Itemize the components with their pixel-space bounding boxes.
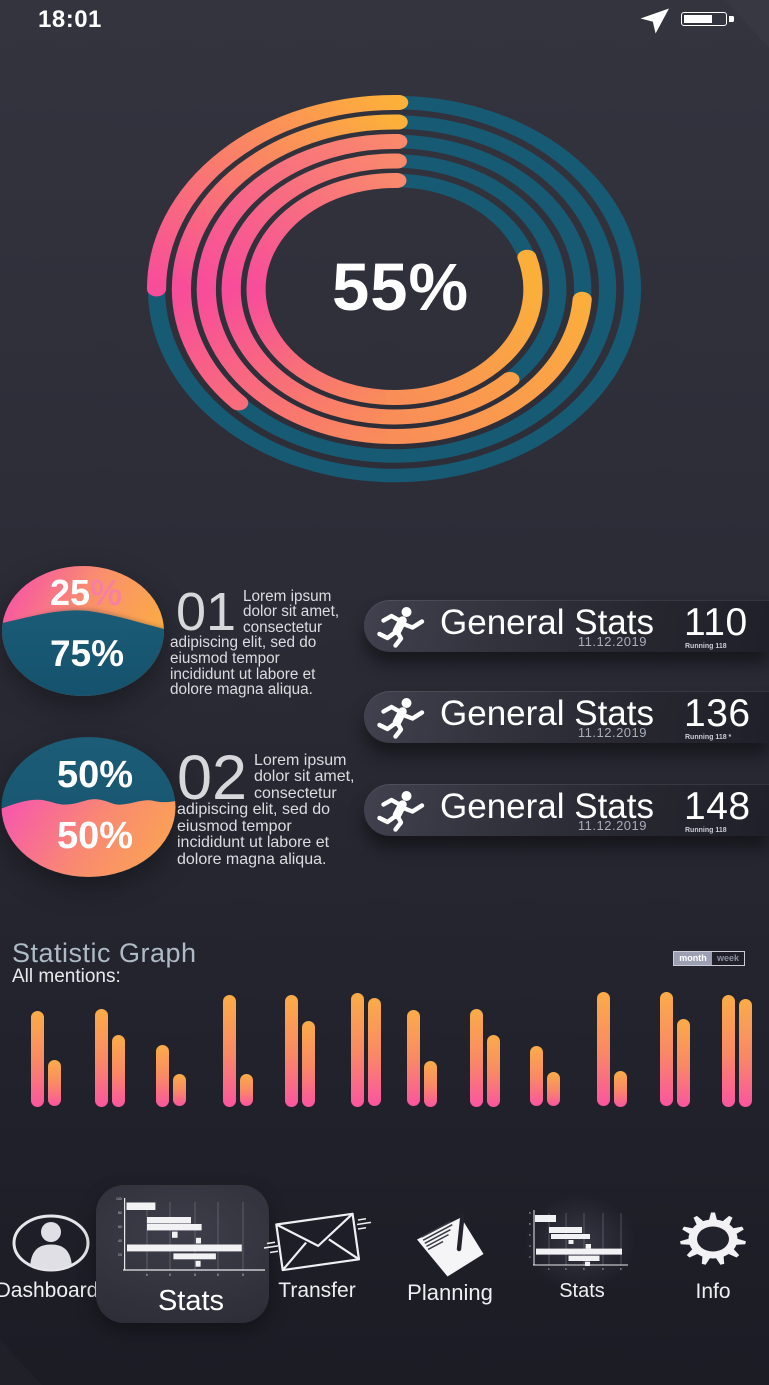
svg-text:20: 20 — [118, 1253, 122, 1257]
svg-text:6: 6 — [529, 1233, 531, 1237]
svg-text:8: 8 — [529, 1222, 531, 1226]
svg-text:8: 8 — [194, 1273, 196, 1277]
svg-text:8: 8 — [620, 1267, 622, 1271]
svg-text:b: b — [548, 1267, 550, 1271]
svg-text:100: 100 — [116, 1197, 122, 1201]
svg-text:8: 8 — [583, 1267, 585, 1271]
svg-text:60: 60 — [118, 1225, 122, 1229]
svg-text:8: 8 — [242, 1273, 244, 1277]
svg-text:4: 4 — [529, 1244, 531, 1248]
svg-text:8: 8 — [529, 1211, 531, 1215]
svg-text:8: 8 — [602, 1267, 604, 1271]
svg-text:6: 6 — [169, 1273, 171, 1277]
svg-text:b: b — [146, 1273, 148, 1277]
svg-text:80: 80 — [118, 1211, 122, 1215]
svg-text:8: 8 — [217, 1273, 219, 1277]
svg-text:40: 40 — [118, 1239, 122, 1243]
svg-text:2: 2 — [529, 1255, 531, 1259]
svg-text:6: 6 — [565, 1267, 567, 1271]
